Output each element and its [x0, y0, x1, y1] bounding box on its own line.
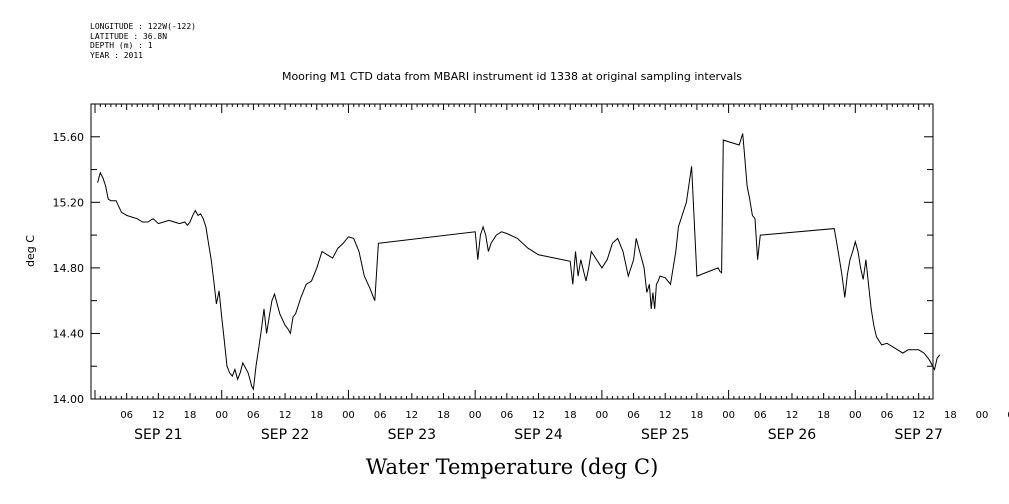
x-tick-label: 18 [691, 410, 704, 421]
x-tick-label: 06 [881, 410, 894, 421]
x-tick-label: 18 [310, 410, 323, 421]
y-tick-label: 14.40 [53, 327, 85, 340]
depth-label: DEPTH (m) : 1 [90, 41, 153, 50]
x-tick-label: 06 [1007, 410, 1009, 421]
x-day-label: SEP 27 [894, 427, 942, 443]
y-tick-label: 14.80 [53, 262, 85, 275]
x-tick-label: 12 [532, 410, 545, 421]
x-day-label: SEP 21 [134, 427, 182, 443]
x-tick-label: 18 [184, 410, 197, 421]
y-tick-label: 15.20 [53, 196, 85, 209]
x-day-label: SEP 22 [261, 427, 309, 443]
x-axis-label: Water Temperature (deg C) [366, 455, 659, 479]
x-tick-label: 06 [247, 410, 260, 421]
x-tick-label: 12 [152, 410, 165, 421]
x-tick-label: 06 [120, 410, 133, 421]
x-tick-label: 00 [342, 410, 355, 421]
plot-frame [90, 103, 934, 400]
longitude-label: LONGITUDE : 122W(-122) [90, 22, 196, 31]
y-tick-label: 14.00 [53, 393, 85, 406]
x-day-label: SEP 23 [388, 427, 436, 443]
metadata-block: LONGITUDE : 122W(-122) LATITUDE : 36.8N … [90, 22, 196, 60]
chart-title: Mooring M1 CTD data from MBARI instrumen… [282, 70, 742, 83]
x-tick-label: 00 [469, 410, 482, 421]
x-tick-label: 00 [722, 410, 735, 421]
x-day-label: SEP 24 [514, 427, 563, 443]
x-tick-label: 12 [279, 410, 292, 421]
x-tick-label: 00 [976, 410, 989, 421]
y-axis-label: deg C [24, 235, 37, 267]
x-tick-label: 12 [659, 410, 672, 421]
x-tick-label: 06 [627, 410, 640, 421]
x-tick-label: 00 [849, 410, 862, 421]
x-tick-label: 06 [754, 410, 767, 421]
x-tick-label: 00 [596, 410, 609, 421]
x-tick-label: 00 [215, 410, 228, 421]
x-tick-label: 06 [374, 410, 387, 421]
x-tick-label: 06 [500, 410, 513, 421]
x-tick-label: 18 [564, 410, 577, 421]
x-tick-label: 18 [944, 410, 957, 421]
y-tick-label: 15.60 [53, 131, 85, 144]
x-tick-label: 18 [437, 410, 450, 421]
x-day-label: SEP 25 [641, 427, 689, 443]
x-day-label: SEP 26 [768, 427, 817, 443]
x-tick-label: 18 [817, 410, 830, 421]
x-tick-label: 12 [786, 410, 799, 421]
temperature-line [97, 133, 941, 391]
x-tick-label: 12 [912, 410, 925, 421]
axes-group: 06 12 18 00 06 12 18 00 06 12 18 00 06 12 18 00 06 12 18 00… [53, 103, 1009, 443]
latitude-label: LATITUDE : 36.8N [90, 31, 168, 41]
year-label: YEAR : 2011 [90, 50, 143, 60]
x-tick-label: 12 [405, 410, 418, 421]
